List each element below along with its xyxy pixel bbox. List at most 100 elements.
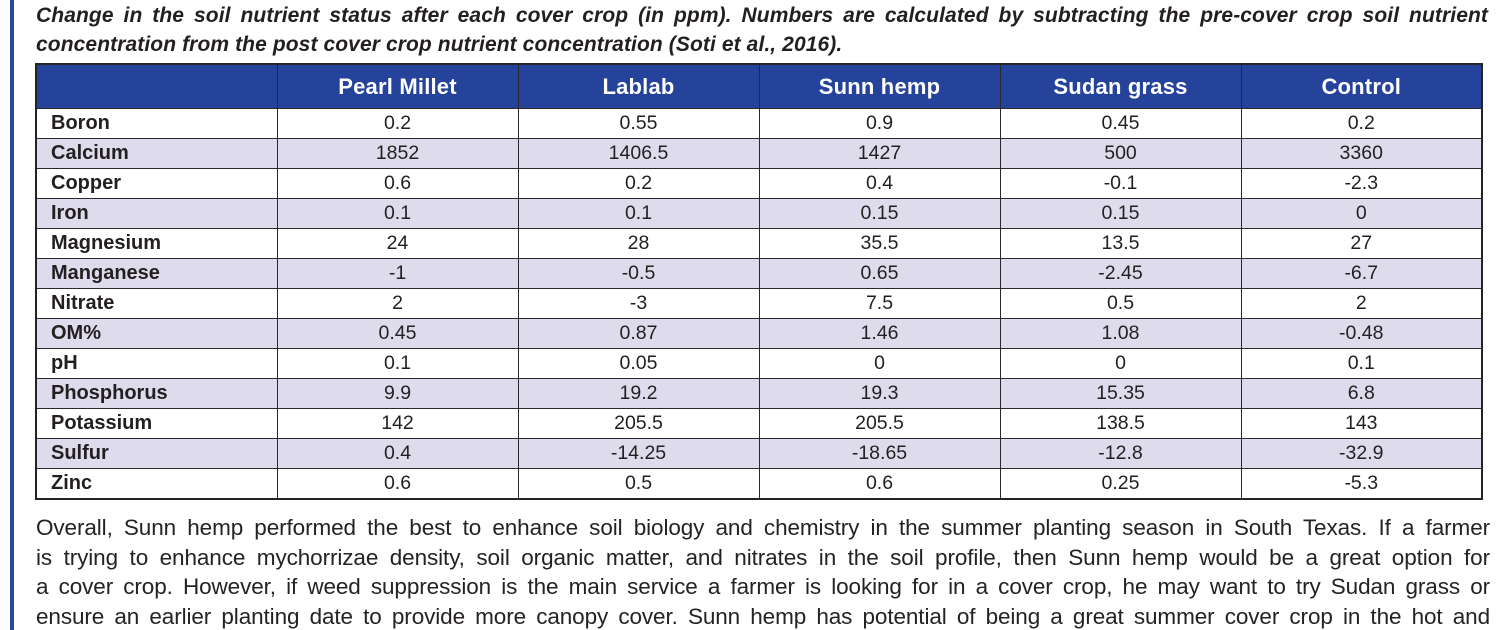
body-paragraph: Overall, Sunn hemp performed the best to… xyxy=(36,513,1490,630)
value-cell: 7.5 xyxy=(758,288,1001,319)
value-cell: 0.6 xyxy=(276,168,519,199)
value-cell: -12.8 xyxy=(999,438,1242,469)
value-cell: 0.87 xyxy=(517,318,760,349)
value-cell: 0.05 xyxy=(517,348,760,379)
value-cell: 0.55 xyxy=(517,108,760,139)
value-cell: 0.4 xyxy=(276,438,519,469)
value-cell: -2.3 xyxy=(1240,168,1483,199)
header-row: Pearl Millet Lablab Sunn hemp Sudan grass Co… xyxy=(35,63,1483,109)
value-cell: 205.5 xyxy=(517,408,760,439)
value-cell: 0.65 xyxy=(758,258,1001,289)
value-cell: 19.3 xyxy=(758,378,1001,409)
row-label: pH xyxy=(35,348,278,379)
value-cell: 2 xyxy=(276,288,519,319)
table-row: Nitrate 2 -3 7.5 0.5 2 xyxy=(35,288,1483,319)
value-cell: 143 xyxy=(1240,408,1483,439)
table-header: Pearl Millet Lablab Sunn hemp Sudan grass Co… xyxy=(35,63,1483,109)
value-cell: 0 xyxy=(1240,198,1483,229)
table-row: Calcium 1852 1406.5 1427 500 3360 xyxy=(35,138,1483,169)
column-header: Pearl Millet xyxy=(276,63,519,109)
value-cell: 0.9 xyxy=(758,108,1001,139)
value-cell: -0.48 xyxy=(1240,318,1483,349)
caption-line: Change in the soil nutrient status after… xyxy=(36,4,1488,27)
value-cell: 0.6 xyxy=(276,468,519,500)
value-cell: -0.1 xyxy=(999,168,1242,199)
value-cell: 0.1 xyxy=(517,198,760,229)
value-cell: 1.08 xyxy=(999,318,1242,349)
value-cell: -0.5 xyxy=(517,258,760,289)
value-cell: 0.4 xyxy=(758,168,1001,199)
value-cell: -18.65 xyxy=(758,438,1001,469)
value-cell: 0 xyxy=(758,348,1001,379)
value-cell: 0.25 xyxy=(999,468,1242,500)
value-cell: 0.15 xyxy=(999,198,1242,229)
row-label: Calcium xyxy=(35,138,278,169)
value-cell: 205.5 xyxy=(758,408,1001,439)
left-accent-bar xyxy=(10,0,14,630)
row-label: Potassium xyxy=(35,408,278,439)
value-cell: 24 xyxy=(276,228,519,259)
value-cell: 0.1 xyxy=(1240,348,1483,379)
table-row: Sulfur 0.4 -14.25 -18.65 -12.8 -32.9 xyxy=(35,438,1483,469)
value-cell: 19.2 xyxy=(517,378,760,409)
value-cell: 0.15 xyxy=(758,198,1001,229)
value-cell: 0.5 xyxy=(999,288,1242,319)
row-label: Zinc xyxy=(35,468,278,500)
table-row: Copper 0.6 0.2 0.4 -0.1 -2.3 xyxy=(35,168,1483,199)
value-cell: 13.5 xyxy=(999,228,1242,259)
value-cell: 0.2 xyxy=(276,108,519,139)
column-header xyxy=(35,63,278,109)
table-row: Boron 0.2 0.55 0.9 0.45 0.2 xyxy=(35,108,1483,139)
value-cell: 1852 xyxy=(276,138,519,169)
row-label: Boron xyxy=(35,108,278,139)
value-cell: 9.9 xyxy=(276,378,519,409)
value-cell: 0.2 xyxy=(517,168,760,199)
row-label: Iron xyxy=(35,198,278,229)
value-cell: 0.45 xyxy=(999,108,1242,139)
value-cell: 1427 xyxy=(758,138,1001,169)
column-header: Sunn hemp xyxy=(758,63,1001,109)
value-cell: 1406.5 xyxy=(517,138,760,169)
table-body: Boron 0.2 0.55 0.9 0.45 0.2 Calcium 1852 1406.5 1… xyxy=(35,108,1483,500)
value-cell: 27 xyxy=(1240,228,1483,259)
value-cell: 138.5 xyxy=(999,408,1242,439)
value-cell: 0.5 xyxy=(517,468,760,500)
soil-nutrient-table: Pearl Millet Lablab Sunn hemp Sudan grass Co… xyxy=(35,63,1483,500)
value-cell: 0.1 xyxy=(276,198,519,229)
table-row: pH 0.1 0.05 0 0 0.1 xyxy=(35,348,1483,379)
table-row: Zinc 0.6 0.5 0.6 0.25 -5.3 xyxy=(35,468,1483,500)
table-row: Potassium 142 205.5 205.5 138.5 143 xyxy=(35,408,1483,439)
value-cell: 0 xyxy=(999,348,1242,379)
column-header: Lablab xyxy=(517,63,760,109)
value-cell: -1 xyxy=(276,258,519,289)
table-row: Phosphorus 9.9 19.2 19.3 15.35 6.8 xyxy=(35,378,1483,409)
row-label: Manganese xyxy=(35,258,278,289)
value-cell: 35.5 xyxy=(758,228,1001,259)
row-label: OM% xyxy=(35,318,278,349)
value-cell: 0.1 xyxy=(276,348,519,379)
value-cell: 142 xyxy=(276,408,519,439)
table-row: OM% 0.45 0.87 1.46 1.08 -0.48 xyxy=(35,318,1483,349)
table-caption: Change in the soil nutrient status after… xyxy=(36,1,1488,59)
value-cell: -5.3 xyxy=(1240,468,1483,500)
value-cell: 500 xyxy=(999,138,1242,169)
paragraph-line: a cover crop. However, if weed suppressi… xyxy=(36,574,1490,599)
row-label: Nitrate xyxy=(35,288,278,319)
row-label: Phosphorus xyxy=(35,378,278,409)
column-header: Control xyxy=(1240,63,1483,109)
paragraph-line: Overall, Sunn hemp performed the best to… xyxy=(36,515,1490,540)
value-cell: -2.45 xyxy=(999,258,1242,289)
value-cell: 15.35 xyxy=(999,378,1242,409)
value-cell: 1.46 xyxy=(758,318,1001,349)
table-row: Iron 0.1 0.1 0.15 0.15 0 xyxy=(35,198,1483,229)
value-cell: 0.6 xyxy=(758,468,1001,500)
value-cell: -14.25 xyxy=(517,438,760,469)
value-cell: 2 xyxy=(1240,288,1483,319)
row-label: Copper xyxy=(35,168,278,199)
value-cell: 0.45 xyxy=(276,318,519,349)
column-header: Sudan grass xyxy=(999,63,1242,109)
value-cell: 0.2 xyxy=(1240,108,1483,139)
value-cell: -6.7 xyxy=(1240,258,1483,289)
value-cell: 6.8 xyxy=(1240,378,1483,409)
